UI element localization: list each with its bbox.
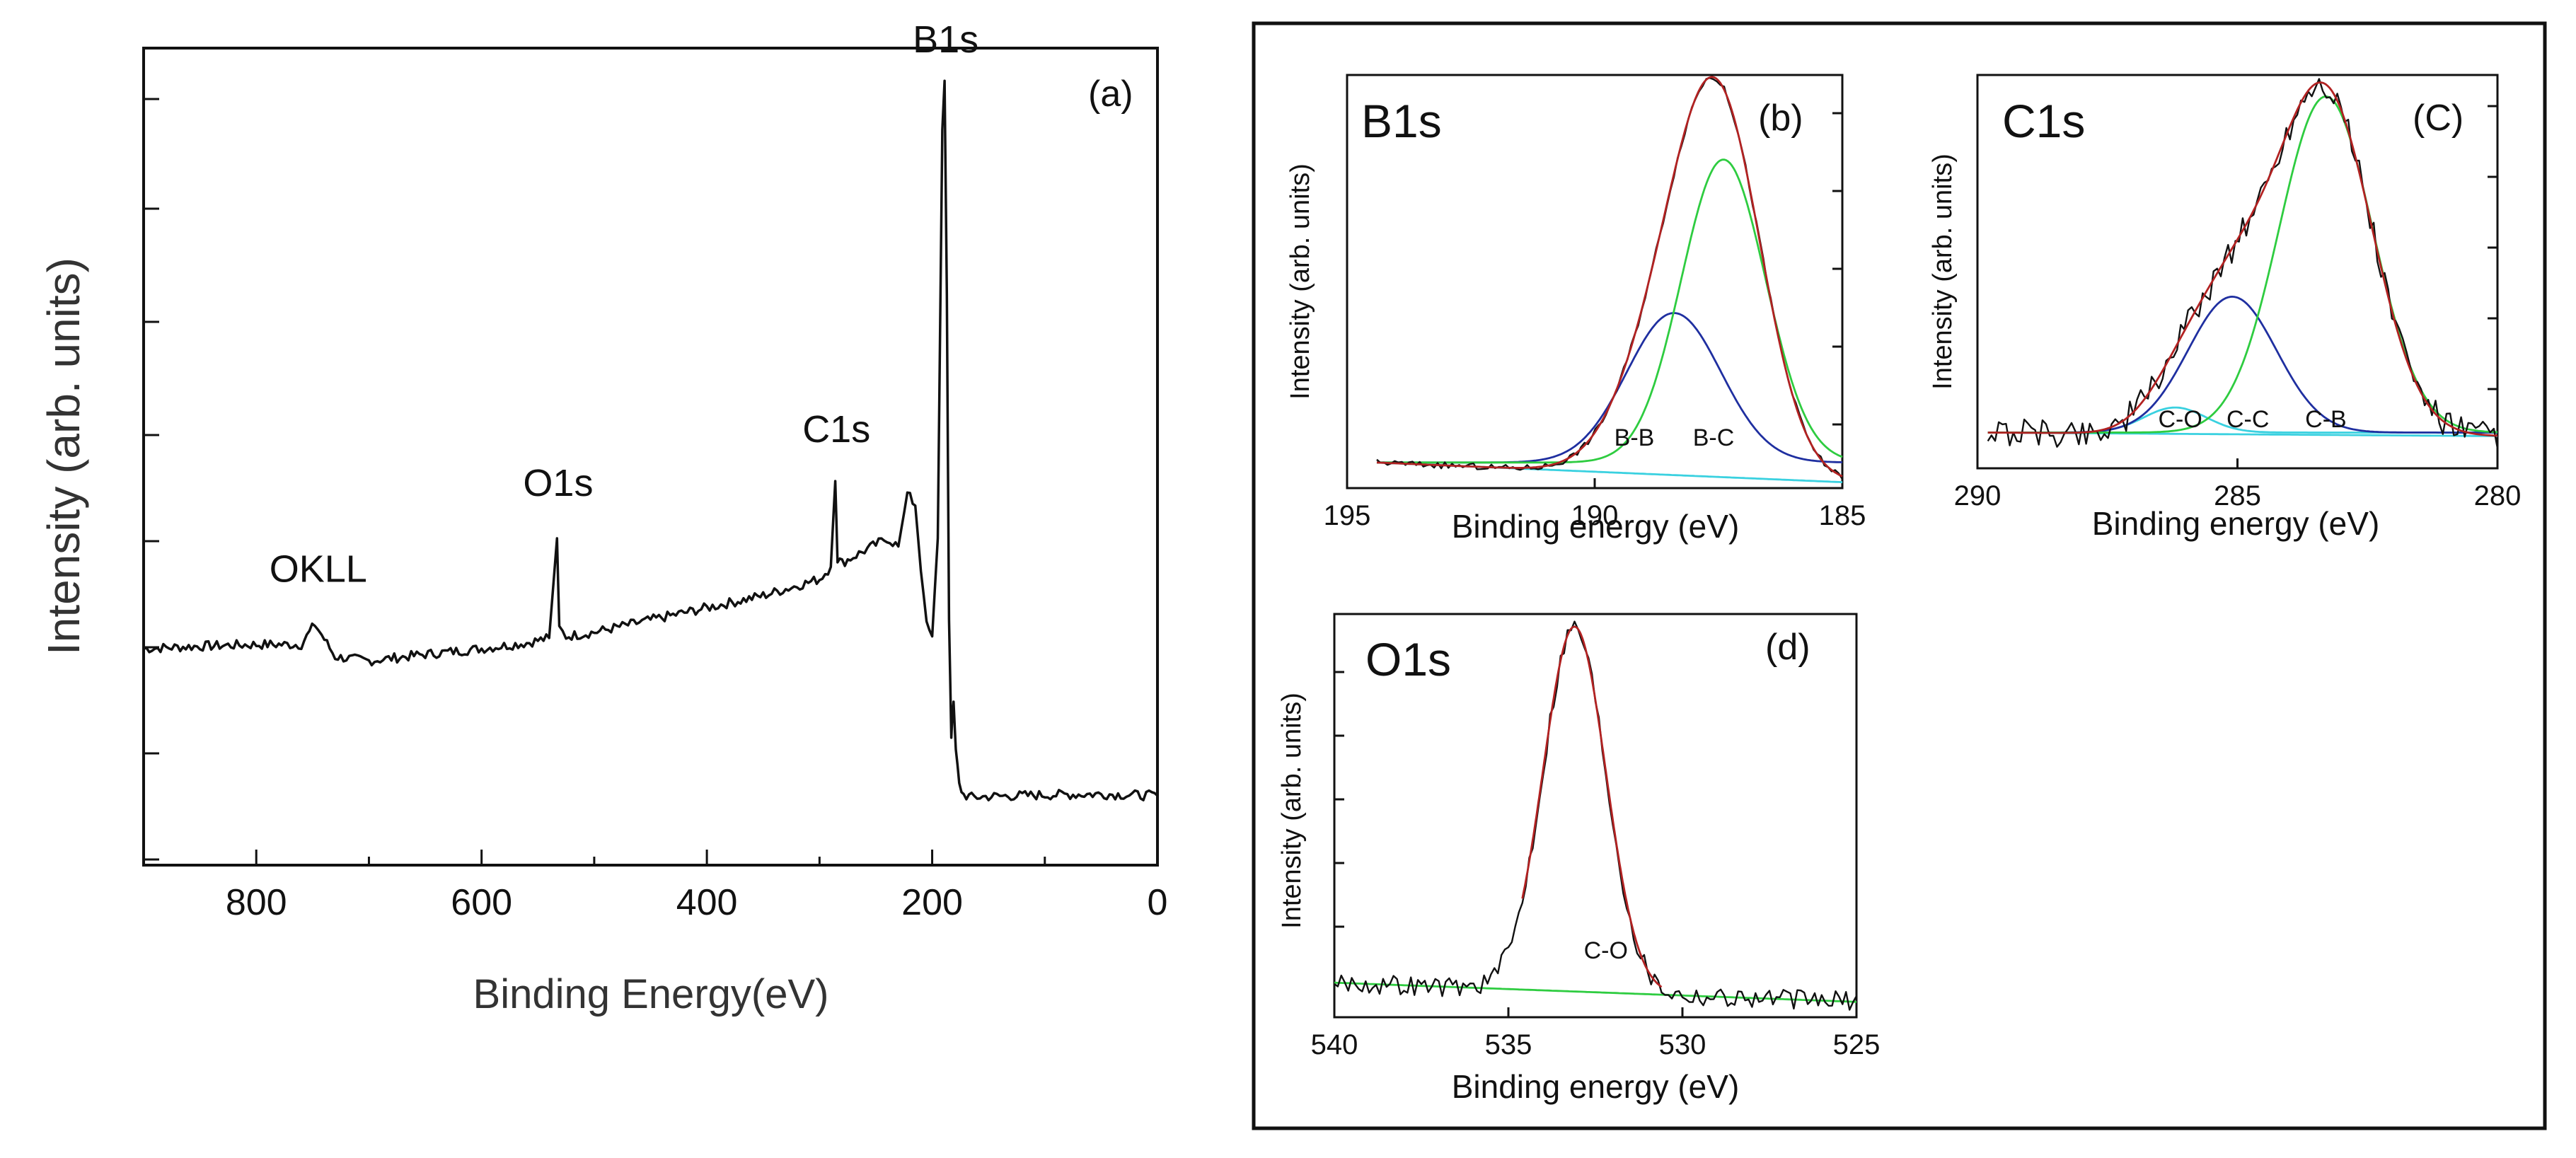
panel-d-o1s-chart: 540 535 530 525 C-O O1s (d) Binding energy … (1277, 613, 1881, 1105)
panel-b-component-label: B-C (1693, 424, 1735, 451)
panel-c-x-tick-label: 285 (2214, 480, 2261, 511)
panel-b-x-tick-label: 190 (1571, 500, 1619, 531)
panel-a-series (143, 79, 1159, 801)
panel-c-c1s-chart: 290 285 280 C-O C-C C-B C1s (C) Binding ener… (1928, 74, 2522, 542)
panel-b-series (1376, 76, 1844, 484)
panel-a-peak-label-okll: OKLL (270, 548, 367, 590)
panel-d-x-tick-label: 535 (1485, 1029, 1532, 1060)
panel-b-element-label: B1s (1361, 95, 1442, 147)
panel-a-label: (a) (1088, 74, 1133, 115)
panel-a-peak-label-o1s: O1s (523, 462, 593, 504)
panel-a-peak-label-c1s: C1s (802, 408, 870, 451)
panel-a-plot-frame (142, 47, 1159, 867)
panel-a-x-ticks: 800 600 400 200 0 (142, 850, 1168, 923)
panel-d-component-labels: C-O (1584, 937, 1628, 964)
panel-a-x-tick-label: 0 (1148, 882, 1168, 923)
panel-b-envelope-fit-line (1376, 76, 1843, 477)
panel-a-x-tick-label: 600 (451, 882, 512, 923)
panel-b-component-labels: B-B B-C (1615, 424, 1735, 451)
panel-c-component-label: C-O (2158, 406, 2202, 433)
panel-d-x-ticks: 540 535 530 525 (1311, 1007, 1881, 1060)
panel-b-b1s-chart: 195 190 185 B-B B-C B1s (b) Binding energy … (1286, 74, 1866, 545)
panel-c-component-labels: C-O C-C C-B (2158, 406, 2346, 433)
panel-b-component-label: B-B (1615, 424, 1655, 451)
panel-d-y-axis-title: Intensity (arb. units) (1277, 693, 1307, 929)
panel-c-y-ticks (2488, 105, 2497, 390)
panel-a-peak-labels: OKLL O1s C1s B1s (270, 18, 978, 590)
panel-a-x-tick-label: 800 (226, 882, 287, 923)
panel-b-x-tick-label: 195 (1324, 500, 1371, 531)
panel-d-series (1334, 620, 1858, 1011)
panel-c-element-label: C1s (2002, 95, 2085, 147)
panel-c-label: (C) (2413, 98, 2464, 139)
panel-c-x-tick-label: 290 (1954, 480, 2002, 511)
right-panels-frame (1252, 21, 2547, 1130)
panel-a-x-tick-label: 400 (676, 882, 738, 923)
panel-d-x-tick-label: 540 (1311, 1029, 1358, 1060)
panel-a-series-line (143, 79, 1159, 801)
panel-c-x-ticks: 290 285 280 (1954, 458, 2522, 511)
panel-d-plot-frame (1333, 613, 1858, 1019)
panel-b-b-c-line (1377, 158, 1843, 464)
panel-d-element-label: O1s (1365, 633, 1451, 685)
panel-a-x-tick-label: 200 (901, 882, 963, 923)
panel-d-background-line (1334, 981, 1857, 1003)
panel-c-y-axis-title: Intensity (arb. units) (1928, 154, 1958, 390)
panel-b-x-axis-title: Binding energy (eV) (1452, 508, 1740, 545)
panel-b-x-tick-label: 185 (1819, 500, 1866, 531)
panel-a-survey-chart: 800 600 400 200 0 OKLL O1s C1s B1s (a) Binding … (38, 18, 1167, 1017)
panel-d-x-tick-label: 530 (1659, 1029, 1706, 1060)
panel-c-series (1987, 78, 2499, 448)
panel-d-x-axis-title: Binding energy (eV) (1452, 1068, 1740, 1105)
panel-d-envelope-fit-line (1521, 625, 1663, 988)
panel-b-b-b-line (1377, 312, 1843, 464)
panel-d-component-label: C-O (1584, 937, 1628, 964)
panel-d-y-ticks (1334, 671, 1344, 928)
panel-d-label: (d) (1765, 627, 1810, 668)
panel-a-y-axis-title: Intensity (arb. units) (38, 257, 89, 655)
panel-b-y-axis-title: Intensity (arb. units) (1286, 163, 1315, 400)
panel-c-component-label: C-C (2226, 406, 2269, 433)
panel-c-envelope-fit-line (1987, 81, 2498, 437)
panel-c-component-label: C-B (2305, 406, 2347, 433)
panel-d-x-tick-label: 525 (1833, 1029, 1881, 1060)
panel-a-y-ticks (144, 98, 159, 861)
panel-b-x-ticks: 195 190 185 (1324, 478, 1866, 531)
panel-b-y-ticks (1832, 112, 1842, 426)
panel-c-x-tick-label: 280 (2474, 480, 2522, 511)
panel-b-label: (b) (1758, 98, 1803, 139)
panel-a-peak-label-b1s: B1s (913, 18, 978, 61)
panel-a-x-axis-title: Binding Energy(eV) (473, 971, 829, 1017)
panel-c-x-axis-title: Binding energy (eV) (2092, 505, 2380, 542)
